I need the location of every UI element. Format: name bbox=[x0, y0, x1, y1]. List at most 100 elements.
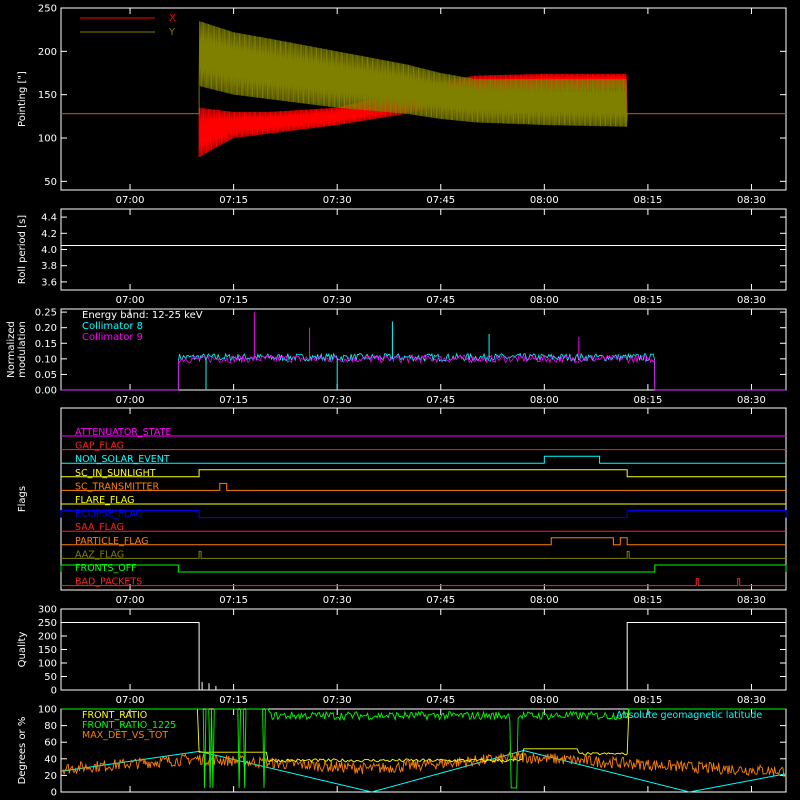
flags-xtick-label: 08:15 bbox=[633, 595, 662, 606]
modulation-xtick-label: 08:00 bbox=[530, 395, 559, 406]
flags-xtick-label: 07:45 bbox=[426, 595, 455, 606]
quality-ylabel: Quality bbox=[17, 632, 28, 668]
pointing-xtick-label: 07:30 bbox=[323, 195, 352, 206]
pointing-xtick-label: 08:00 bbox=[530, 195, 559, 206]
flags-xtick-label: 07:30 bbox=[323, 595, 352, 606]
quality-xtick-label: 08:00 bbox=[530, 695, 559, 706]
pointing-xtick-label: 08:30 bbox=[737, 195, 766, 206]
modulation-frame bbox=[60, 308, 787, 391]
latitude-ytick-label: 40 bbox=[44, 754, 57, 765]
roll-xtick-label: 07:00 bbox=[116, 295, 145, 306]
flag-line-sc-in-sunlight bbox=[61, 469, 786, 478]
latitude-legend-front-ratio-1225: FRONT_RATIO_1225 bbox=[82, 720, 176, 731]
modulation-ytick-label: 0.10 bbox=[35, 354, 57, 365]
flag-label-particle-flag: PARTICLE_FLAG bbox=[75, 536, 148, 547]
modulation-xtick-label: 07:00 bbox=[116, 395, 145, 406]
latitude-ytick-label: 0 bbox=[51, 788, 57, 799]
modulation-ytick-label: 0.15 bbox=[35, 339, 57, 350]
quality-ytick-label: 50 bbox=[44, 672, 57, 683]
flag-label-flare-flag: FLARE_FLAG bbox=[75, 495, 135, 506]
flag-line-aaz-flag bbox=[61, 550, 786, 559]
flag-label-attenuator-state: ATTENUATOR_STATE bbox=[75, 427, 171, 438]
quality-xtick-label: 08:15 bbox=[633, 695, 662, 706]
latitude-series-front-ratio-1225 bbox=[61, 708, 786, 789]
roll-xtick-label: 08:00 bbox=[530, 295, 559, 306]
flag-line-sc-transmitter bbox=[61, 482, 786, 491]
quality-ytick-label: 250 bbox=[38, 618, 57, 629]
modulation-xtick-label: 07:45 bbox=[426, 395, 455, 406]
flags-xtick-label: 08:00 bbox=[530, 595, 559, 606]
modulation-xtick-label: 08:15 bbox=[633, 395, 662, 406]
roll-xtick-label: 07:15 bbox=[219, 295, 248, 306]
latitude-ytick-label: 20 bbox=[44, 771, 57, 782]
pointing-xtick-label: 08:15 bbox=[633, 195, 662, 206]
latitude-ytick-label: 60 bbox=[44, 738, 57, 749]
pointing-ytick-label: 250 bbox=[38, 4, 57, 15]
flags-xtick-label: 08:30 bbox=[737, 595, 766, 606]
roll-xtick-label: 07:30 bbox=[323, 295, 352, 306]
flags-xtick-label: 07:15 bbox=[219, 595, 248, 606]
roll-ylabel: Roll period [s] bbox=[17, 215, 28, 284]
modulation-ytick-label: 0.25 bbox=[35, 308, 57, 319]
pointing-series-y bbox=[61, 21, 786, 127]
quality-xtick-label: 07:30 bbox=[323, 695, 352, 706]
modulation-ylabel-2: modulation bbox=[17, 321, 28, 378]
modulation-ytick-label: 0.00 bbox=[35, 386, 57, 397]
quality-xtick-label: 07:45 bbox=[426, 695, 455, 706]
roll-ytick-label: 4.2 bbox=[41, 229, 57, 240]
pointing-xtick-label: 07:15 bbox=[219, 195, 248, 206]
quality-ytick-label: 100 bbox=[38, 659, 57, 670]
latitude-legend-max-det-vs-tot: MAX_DET_VS_TOT bbox=[82, 730, 168, 741]
pointing-ytick-label: 200 bbox=[38, 47, 57, 58]
modulation-xtick-label: 07:30 bbox=[323, 395, 352, 406]
flag-line-bad-packets bbox=[61, 578, 786, 587]
latitude-series-geomagnetic bbox=[60, 749, 787, 793]
flag-line-fronts-off bbox=[60, 564, 787, 573]
modulation-xtick-label: 08:30 bbox=[737, 395, 766, 406]
modulation-annotation: Energy band: 12-25 keV bbox=[82, 310, 203, 321]
pointing-ytick-label: 100 bbox=[38, 134, 57, 145]
quality-ytick-label: 200 bbox=[38, 632, 57, 643]
pointing-xtick-label: 07:45 bbox=[426, 195, 455, 206]
latitude-ytick-label: 100 bbox=[38, 705, 57, 716]
latitude-ytick-label: 80 bbox=[44, 721, 57, 732]
latitude-ylabel: Degrees or % bbox=[17, 717, 28, 785]
roll-ytick-label: 3.8 bbox=[41, 261, 57, 272]
latitude-series-max-det-vs-tot bbox=[60, 751, 787, 778]
latitude-frame bbox=[60, 708, 787, 793]
quality-xtick-label: 07:00 bbox=[116, 695, 145, 706]
latitude-legend-front-ratio: FRONT_RATIO bbox=[82, 710, 147, 721]
flag-line-eclipse-flag bbox=[60, 510, 787, 519]
modulation-ylabel: Normalized bbox=[6, 321, 17, 378]
flag-line-particle-flag bbox=[61, 537, 786, 546]
roll-ytick-label: 3.6 bbox=[41, 277, 57, 288]
roll-ytick-label: 4.4 bbox=[41, 213, 57, 224]
pointing-frame bbox=[60, 7, 787, 191]
flag-label-fronts-off: FRONTS_OFF bbox=[75, 563, 137, 574]
flag-label-sc-in-sunlight: SC_IN_SUNLIGHT bbox=[75, 468, 156, 479]
flag-label-eclipse-flag: ECLIPSE_FLAG bbox=[75, 509, 143, 520]
flag-label-saa-flag: SAA_FLAG bbox=[75, 522, 124, 533]
pointing-xtick-label: 07:00 bbox=[116, 195, 145, 206]
flag-label-gap-flag: GAP_FLAG bbox=[75, 441, 124, 452]
flags-xtick-label: 07:00 bbox=[116, 595, 145, 606]
quality-ytick-label: 300 bbox=[38, 605, 57, 616]
roll-xtick-label: 07:45 bbox=[426, 295, 455, 306]
flag-label-bad-packets: BAD_PACKETS bbox=[75, 577, 142, 588]
quality-ytick-label: 0 bbox=[51, 686, 57, 697]
flag-label-non-solar-event: NON_SOLAR_EVENT bbox=[75, 454, 170, 465]
flag-line-non-solar-event bbox=[61, 455, 786, 464]
flag-label-aaz-flag: AAZ_FLAG bbox=[75, 549, 124, 560]
flags-ylabel: Flags bbox=[17, 486, 28, 512]
roll-xtick-label: 08:30 bbox=[737, 295, 766, 306]
roll-xtick-label: 08:15 bbox=[633, 295, 662, 306]
flag-label-sc-transmitter: SC_TRANSMITTER bbox=[75, 481, 160, 492]
quality-xtick-label: 08:30 bbox=[737, 695, 766, 706]
pointing-legend-label-x: X bbox=[169, 13, 176, 24]
modulation-legend-collimator-9: Collimator 9 bbox=[82, 332, 143, 343]
quality-ytick-label: 150 bbox=[38, 645, 57, 656]
quality-line bbox=[61, 622, 786, 691]
pointing-legend-label-y: Y bbox=[168, 27, 176, 38]
